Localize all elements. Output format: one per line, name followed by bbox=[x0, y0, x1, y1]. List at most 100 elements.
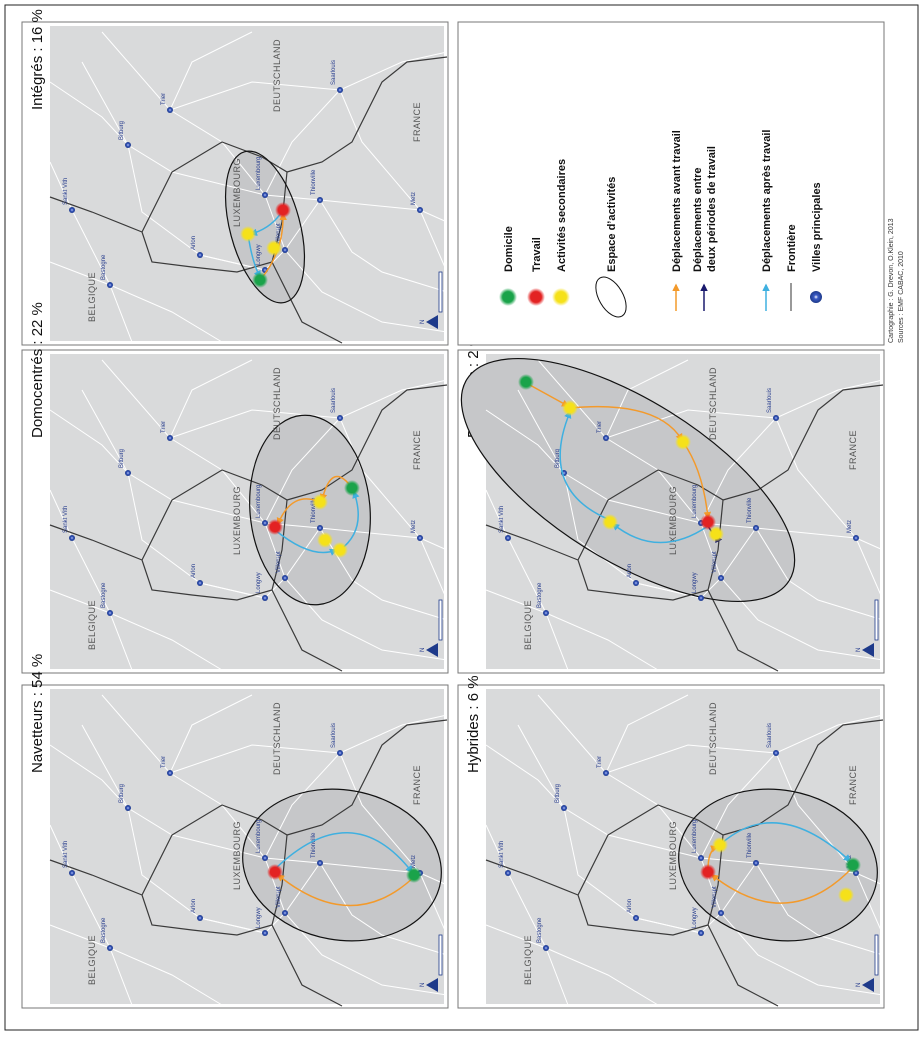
border bbox=[707, 589, 779, 672]
country-label: LUXEMBOURG bbox=[232, 486, 242, 555]
city-marker bbox=[167, 435, 173, 441]
city-label: Sankt Vith bbox=[63, 178, 69, 205]
city-label: Arlon bbox=[191, 564, 197, 578]
road bbox=[755, 527, 884, 621]
road bbox=[700, 522, 884, 661]
city-marker bbox=[753, 860, 759, 866]
activity-dot bbox=[312, 494, 328, 510]
city-marker bbox=[262, 930, 268, 936]
north-label: N bbox=[420, 648, 426, 652]
legend-panel: Domicile Travail Activités secondaires Espa… bbox=[457, 21, 885, 346]
scale-bar bbox=[438, 934, 443, 976]
activity-dot bbox=[708, 526, 724, 542]
activity-dot bbox=[712, 837, 728, 853]
city-marker bbox=[125, 142, 131, 148]
map-panel: Navetteurs : 54 % BELGIQUE LUXEMBOURG DEUTS… bbox=[21, 654, 449, 1009]
city-label: Bastogne bbox=[101, 254, 107, 280]
country-label: FRANCE bbox=[848, 765, 858, 805]
city-marker bbox=[337, 87, 343, 93]
city-label: Thionville bbox=[747, 832, 753, 858]
road bbox=[339, 89, 448, 273]
legend-label: Déplacements après travail bbox=[761, 130, 773, 272]
activity-dot bbox=[240, 226, 256, 242]
legend-label: Travail bbox=[531, 237, 543, 272]
legend-label: Villes principales bbox=[811, 182, 823, 272]
city-label: Metz bbox=[411, 855, 417, 868]
city-marker bbox=[262, 595, 268, 601]
north-label: N bbox=[420, 983, 426, 987]
road bbox=[101, 31, 253, 111]
country-label: DEUTSCHLAND bbox=[272, 39, 282, 112]
road bbox=[199, 199, 321, 271]
map-panel: Intégrés : 16 % BELGIQUE LUXEMBOURG DEUTSCH… bbox=[21, 9, 449, 346]
city-marker bbox=[505, 870, 511, 876]
country-label: BELGIQUE bbox=[87, 935, 97, 985]
activity-space-outline bbox=[225, 150, 305, 304]
road bbox=[49, 489, 133, 671]
activity-dot bbox=[675, 434, 691, 450]
city-marker bbox=[69, 207, 75, 213]
country-label: LUXEMBOURG bbox=[232, 158, 242, 227]
map-panel: Dispersés : 2 %BELGIQUELUXEMBOURGDEUTSCH… bbox=[457, 333, 885, 674]
border bbox=[271, 261, 343, 344]
city-marker bbox=[417, 535, 423, 541]
border bbox=[286, 384, 448, 501]
activity-dot bbox=[275, 202, 291, 218]
city-marker bbox=[197, 580, 203, 586]
city-label: Longwy bbox=[256, 244, 262, 265]
road bbox=[49, 589, 223, 671]
city-label: Bastogne bbox=[537, 917, 543, 943]
legend-label: Domicile bbox=[503, 226, 515, 272]
city-marker bbox=[197, 252, 203, 258]
city-label: Metz bbox=[411, 520, 417, 533]
map-panel: Hybrides : 6 % BELGIQUE LUXEMBOURG DEUTSCHL… bbox=[457, 675, 885, 1009]
city-marker bbox=[633, 580, 639, 586]
city-label: Trier bbox=[161, 421, 167, 433]
activity-dot bbox=[266, 240, 282, 256]
city-label: Bitburg bbox=[555, 449, 561, 468]
city-label: Thionville bbox=[311, 497, 317, 523]
legend-label: Activités secondaires bbox=[556, 159, 568, 272]
city-label: Longwy bbox=[692, 907, 698, 928]
city-marker bbox=[262, 520, 268, 526]
country-label: FRANCE bbox=[848, 430, 858, 470]
border bbox=[722, 384, 884, 501]
city-label: Trier bbox=[161, 756, 167, 768]
city-label: Sankt Vith bbox=[499, 506, 505, 533]
city-marker bbox=[337, 750, 343, 756]
activity-dot bbox=[317, 532, 333, 548]
scale-bar bbox=[438, 271, 443, 313]
road bbox=[264, 417, 341, 524]
map-background bbox=[50, 354, 444, 669]
north-arrow bbox=[426, 978, 438, 992]
city-marker bbox=[543, 945, 549, 951]
city-marker bbox=[167, 770, 173, 776]
legend-ellipse bbox=[595, 276, 627, 318]
activity-dot bbox=[700, 864, 716, 880]
border bbox=[49, 859, 143, 896]
city-marker bbox=[698, 595, 704, 601]
city-label: Villerupt bbox=[276, 886, 282, 908]
activity-space-outline bbox=[242, 788, 442, 942]
north-arrow bbox=[426, 643, 438, 657]
city-marker bbox=[197, 915, 203, 921]
city-marker bbox=[317, 860, 323, 866]
road bbox=[49, 924, 223, 1006]
city-marker bbox=[262, 192, 268, 198]
road bbox=[101, 694, 253, 774]
activity-dot bbox=[252, 272, 268, 288]
city-marker bbox=[698, 930, 704, 936]
city-marker bbox=[718, 910, 724, 916]
country-label: BELGIQUE bbox=[523, 600, 533, 650]
trip-arrow bbox=[274, 529, 338, 556]
border bbox=[707, 924, 779, 1007]
city-marker bbox=[317, 525, 323, 531]
city-label: Luxembourg bbox=[256, 157, 262, 190]
city-marker bbox=[753, 525, 759, 531]
activity-dot bbox=[406, 867, 422, 883]
activity-dot bbox=[562, 400, 578, 416]
city-label: Trier bbox=[597, 421, 603, 433]
road bbox=[319, 862, 448, 956]
road bbox=[605, 437, 884, 551]
